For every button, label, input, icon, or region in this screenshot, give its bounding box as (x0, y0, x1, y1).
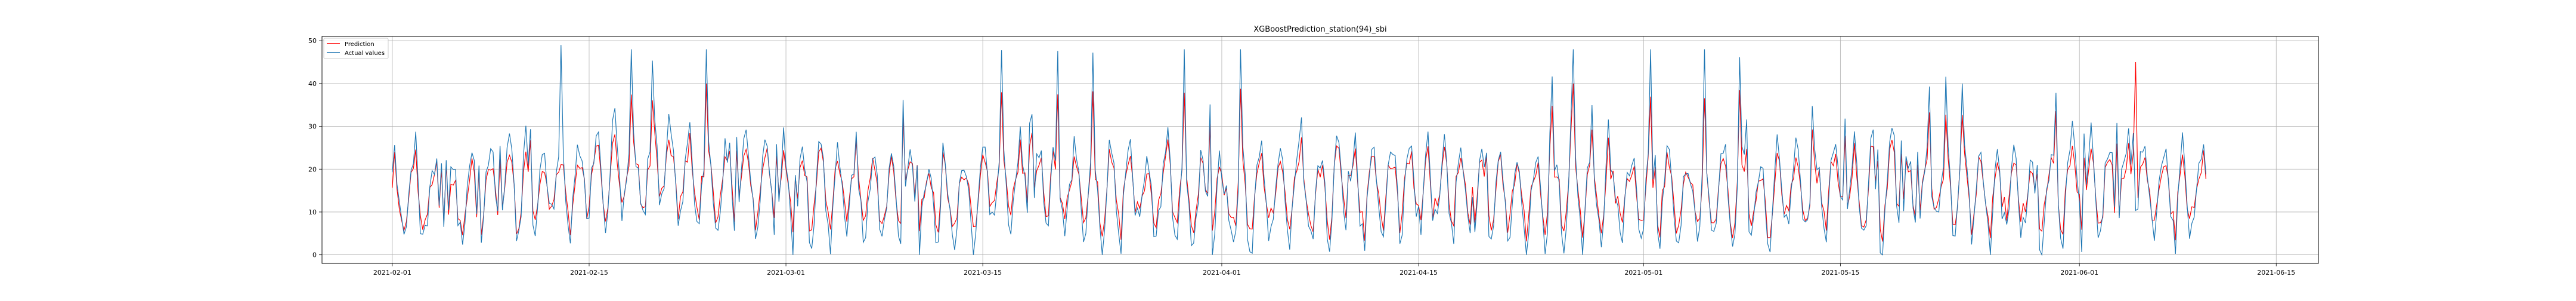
legend: Prediction Actual values (323, 38, 389, 59)
x-tick-label: 2021-03-01 (767, 269, 805, 277)
x-tick-label: 2021-04-01 (1203, 269, 1241, 277)
series-line-actual-values (392, 45, 2206, 257)
x-tick-label: 2021-05-15 (1821, 269, 1859, 277)
x-tick-label: 2021-04-15 (1400, 269, 1438, 277)
x-tick-label: 2021-02-15 (570, 269, 608, 277)
y-tick-label: 10 (308, 208, 317, 216)
series-layer (392, 45, 2206, 257)
x-axis: 2021-02-01 2021-02-15 2021-03-01 2021-03-15… (373, 263, 2295, 277)
y-tick-label: 30 (308, 123, 317, 131)
legend-label-prediction: Prediction (345, 41, 374, 48)
plot-area-frame (321, 36, 2319, 264)
y-tick-label: 40 (308, 80, 317, 88)
x-tick-label: 2021-06-01 (2060, 269, 2098, 277)
y-tick-label: 0 (312, 251, 317, 259)
x-tick-label: 2021-02-01 (373, 269, 411, 277)
y-tick-label: 50 (308, 37, 317, 45)
y-tick-label: 20 (308, 165, 317, 173)
legend-label-actual: Actual values (345, 50, 385, 57)
x-tick-label: 2021-05-01 (1624, 269, 1662, 277)
grid (322, 36, 2318, 263)
x-tick-label: 2021-06-15 (2257, 269, 2295, 277)
chart-title: XGBoostPrediction_station(94)_sbi (1253, 25, 1386, 34)
x-tick-label: 2021-03-15 (964, 269, 1002, 277)
y-axis: 0 10 20 30 40 50 (308, 37, 322, 259)
series-line-prediction (392, 62, 2206, 242)
